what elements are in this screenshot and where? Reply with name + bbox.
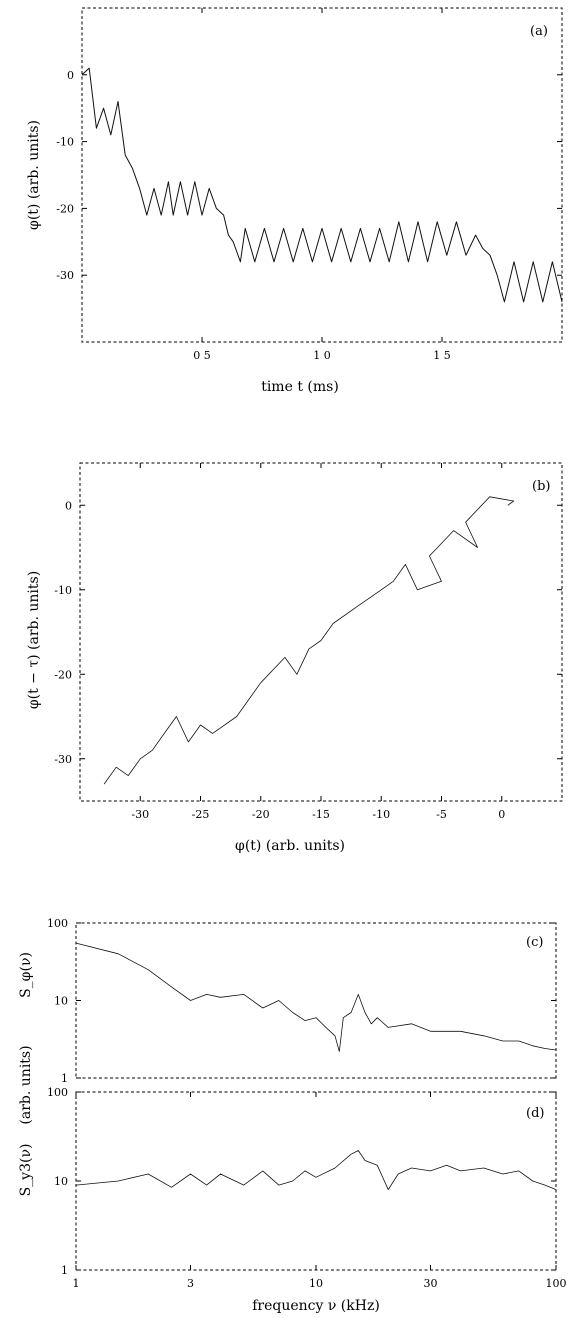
shared-ylabel-cd: (arb. units) xyxy=(18,1045,34,1124)
panel-d-frame xyxy=(75,1091,557,1271)
x-tick-label: -5 xyxy=(436,808,447,821)
x-tick-label: 0 5 xyxy=(193,349,211,362)
x-tick-label: 1 xyxy=(73,1277,80,1290)
x-tick-label: -20 xyxy=(252,808,270,821)
y-tick-label: 100 xyxy=(47,1086,68,1099)
panel-b-xlabel: φ(t) (arb. units) xyxy=(235,838,345,854)
panel-d-xlabel: frequency ν (kHz) xyxy=(252,1298,380,1314)
panel-b: -30 -25 -20 -15 -10 -5 0 0 -10 -20 -30 (b) φ(t) (a… xyxy=(26,462,563,854)
panel-b-ticks xyxy=(80,463,562,801)
y-tick-label: -30 xyxy=(54,753,72,766)
panel-c-tick-labels: 100 10 1 xyxy=(47,917,68,1085)
x-tick-label: -15 xyxy=(312,808,330,821)
y-tick-label: 10 xyxy=(54,1175,68,1188)
panel-a-xlabel: time t (ms) xyxy=(261,379,339,395)
panel-d-series-line xyxy=(75,1150,557,1190)
x-tick-label: 30 xyxy=(424,1277,438,1290)
x-tick-label: 3 xyxy=(187,1277,194,1290)
y-tick-label: 0 xyxy=(67,69,74,82)
panel-d: 1 3 10 30 100 100 10 1 (d) S_y3(ν) frequency ν … xyxy=(18,1086,567,1314)
panel-b-trajectory-line xyxy=(103,496,515,785)
y-tick-label: -10 xyxy=(56,136,74,149)
x-tick-label: -25 xyxy=(192,808,210,821)
panel-a-ticks xyxy=(82,8,562,342)
panel-c-series-line xyxy=(75,942,557,1052)
panel-a-series-line xyxy=(81,67,563,303)
panel-c-ylabel: S_φ(ν) xyxy=(18,952,34,998)
x-tick-label: -10 xyxy=(372,808,390,821)
x-tick-label: 0 xyxy=(498,808,505,821)
panel-b-frame xyxy=(79,462,563,802)
panel-c-ticks xyxy=(76,922,556,1079)
x-tick-label: 10 xyxy=(309,1277,323,1290)
panel-d-ticks xyxy=(75,1091,557,1271)
panel-d-ylabel: S_y3(ν) xyxy=(18,1144,34,1197)
y-tick-label: -30 xyxy=(56,269,74,282)
y-tick-label: 1 xyxy=(61,1072,68,1085)
x-tick-label: 1 5 xyxy=(433,349,451,362)
y-tick-label: -20 xyxy=(54,668,72,681)
y-tick-label: 100 xyxy=(47,917,68,930)
panel-a-label: (a) xyxy=(530,24,548,39)
y-tick-label: 1 xyxy=(61,1264,68,1277)
panel-a-ylabel: φ(t) (arb. units) xyxy=(26,120,42,230)
y-tick-label: 10 xyxy=(54,995,68,1008)
panel-a-frame xyxy=(81,7,563,343)
panel-b-label: (b) xyxy=(532,479,550,494)
y-tick-label: 0 xyxy=(65,499,72,512)
panel-b-tick-labels: -30 -25 -20 -15 -10 -5 0 0 -10 -20 -30 xyxy=(54,499,505,821)
y-tick-label: -20 xyxy=(56,202,74,215)
panel-d-tick-labels: 1 3 10 30 100 100 10 1 xyxy=(47,1086,567,1290)
panel-c-frame xyxy=(75,922,557,1079)
panel-c: 100 10 1 (c) S_φ(ν) xyxy=(18,917,557,1085)
panel-c-label: (c) xyxy=(526,935,543,950)
x-tick-label: -30 xyxy=(131,808,149,821)
x-tick-label: 1 0 xyxy=(313,349,331,362)
y-tick-label: -10 xyxy=(54,584,72,597)
panel-b-ylabel: φ(t − τ) (arb. units) xyxy=(26,571,42,709)
panel-d-label: (d) xyxy=(526,1106,544,1121)
x-tick-label: 100 xyxy=(546,1277,567,1290)
